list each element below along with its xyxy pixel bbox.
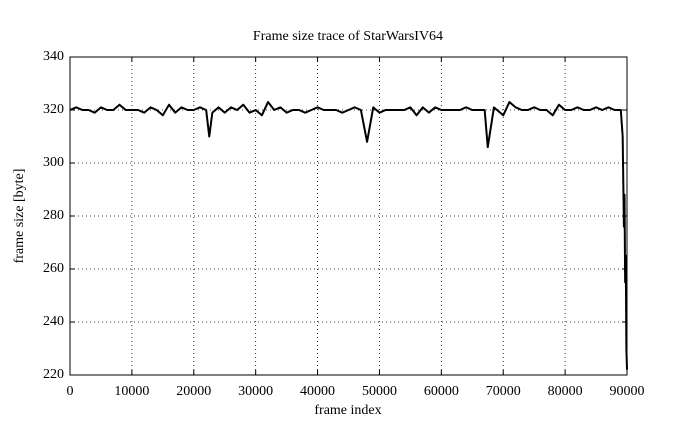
y-axis-label: frame size [byte] [12, 169, 27, 264]
y-tick-label: 260 [43, 261, 64, 276]
y-tick-label: 300 [43, 155, 64, 170]
x-tick-label: 50000 [362, 384, 397, 399]
y-tick-label: 280 [43, 208, 64, 223]
y-tick-label: 320 [43, 102, 64, 117]
x-tick-label: 10000 [114, 384, 149, 399]
x-tick-label: 80000 [548, 384, 583, 399]
x-axis-label: frame index [314, 403, 381, 418]
x-tick-label: 30000 [238, 384, 273, 399]
x-tick-label: 40000 [300, 384, 335, 399]
x-tick-label: 20000 [176, 384, 211, 399]
y-tick-label: 340 [43, 49, 64, 64]
chart-title: Frame size trace of StarWarsIV64 [253, 29, 443, 44]
data-line [69, 101, 628, 370]
x-tick-label: 90000 [610, 384, 645, 399]
x-tick-label: 0 [67, 384, 74, 399]
x-tick-label: 70000 [486, 384, 521, 399]
plot-frame [69, 56, 628, 376]
x-tick-label: 60000 [424, 384, 459, 399]
y-tick-label: 220 [43, 367, 64, 382]
y-tick-label: 240 [43, 314, 64, 329]
